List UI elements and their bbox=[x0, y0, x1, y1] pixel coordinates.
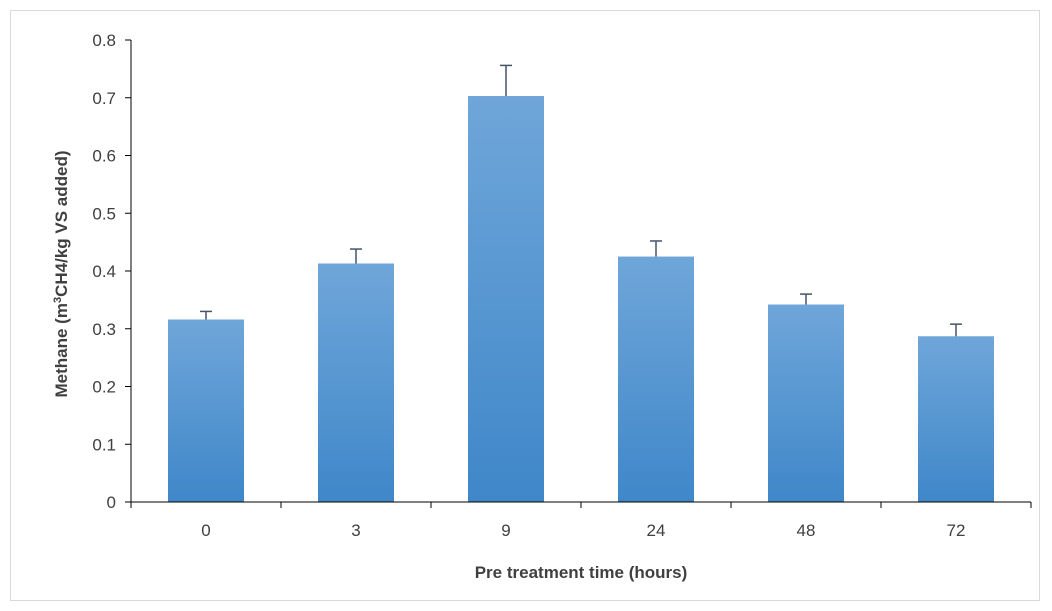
bar-24 bbox=[618, 256, 694, 502]
bars-group bbox=[168, 96, 994, 502]
y-tick-label-0: 0 bbox=[107, 493, 116, 512]
y-tick-label-0.5: 0.5 bbox=[92, 204, 116, 223]
error-bars-group bbox=[200, 64, 962, 337]
bar-72 bbox=[918, 336, 994, 502]
bar-3 bbox=[318, 263, 394, 502]
x-tick-label-9: 9 bbox=[501, 521, 510, 540]
x-axis: 0 3 9 24 48 72 bbox=[130, 501, 1032, 540]
y-tick-label-0.3: 0.3 bbox=[92, 320, 116, 339]
x-tick-label-3: 3 bbox=[351, 521, 360, 540]
y-axis-title-superscript: 3 bbox=[52, 297, 64, 303]
x-axis-title: Pre treatment time (hours) bbox=[475, 563, 688, 582]
x-tick-label-0: 0 bbox=[201, 521, 210, 540]
x-tick-label-24: 24 bbox=[647, 521, 666, 540]
y-axis-title-rest: CH4/kg VS added) bbox=[52, 150, 71, 296]
x-tick-label-72: 72 bbox=[947, 521, 966, 540]
y-axis-title-main: Methane (m bbox=[52, 303, 71, 397]
y-tick-label-0.7: 0.7 bbox=[92, 89, 116, 108]
y-tick-label-0.8: 0.8 bbox=[92, 31, 116, 50]
bar-9 bbox=[468, 96, 544, 502]
y-tick-label-0.6: 0.6 bbox=[92, 147, 116, 166]
bar-0 bbox=[168, 319, 244, 502]
x-tick-label-48: 48 bbox=[797, 521, 816, 540]
y-axis-title: Methane (m3CH4/kg VS added) bbox=[52, 150, 71, 397]
y-tick-label-0.2: 0.2 bbox=[92, 378, 116, 397]
y-tick-label-0.4: 0.4 bbox=[92, 262, 116, 281]
bar-48 bbox=[768, 304, 844, 502]
y-tick-label-0.1: 0.1 bbox=[92, 435, 116, 454]
y-axis: 0 0.1 0.2 0.3 0.4 0.5 0.6 0.7 0.8 bbox=[92, 31, 132, 512]
